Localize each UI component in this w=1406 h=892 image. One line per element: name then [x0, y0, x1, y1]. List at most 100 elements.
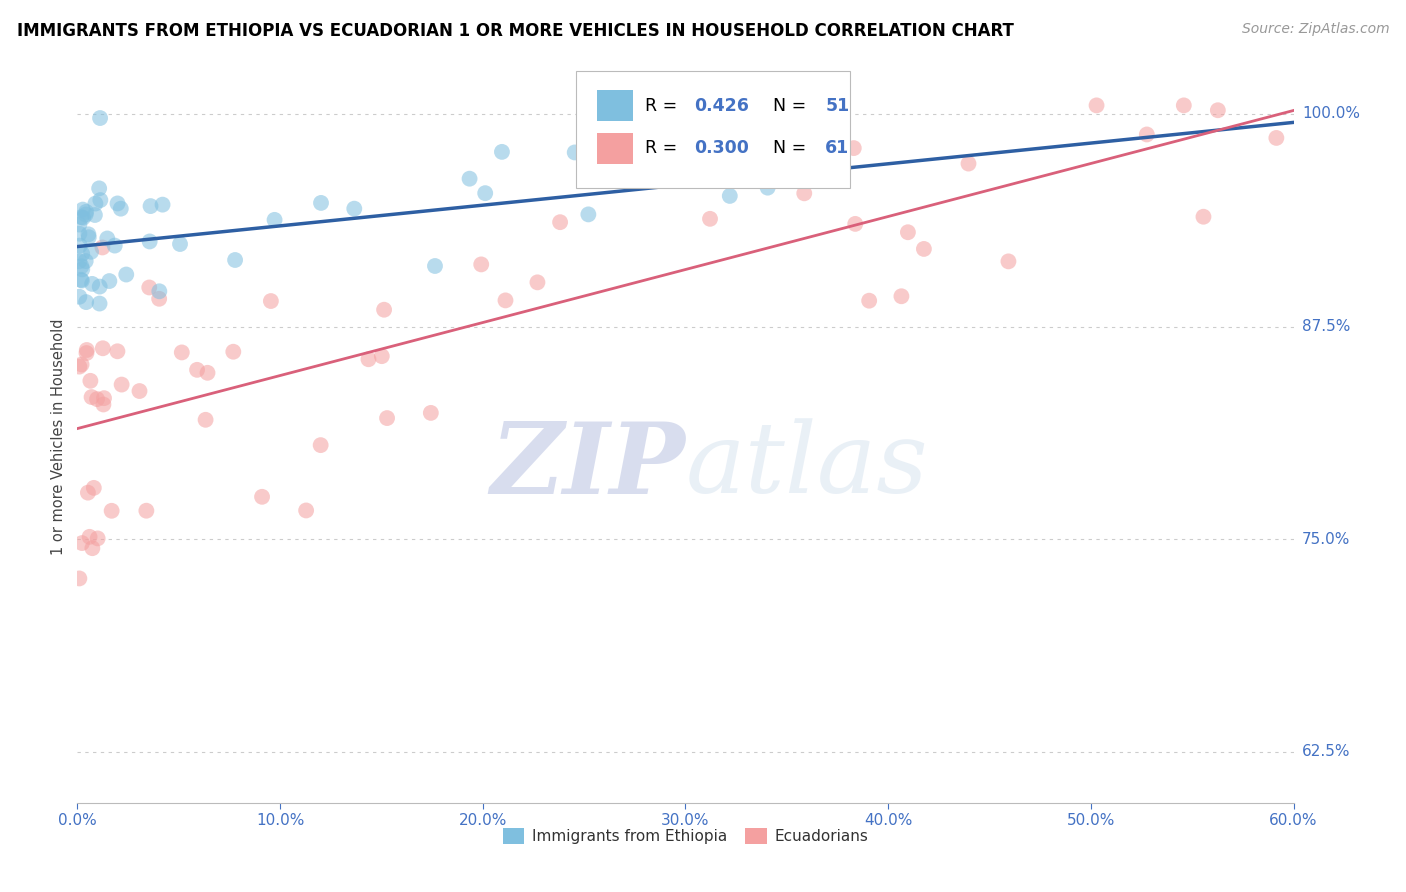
Point [70, 260, 93, 274]
Text: N =: N = [762, 96, 811, 115]
Legend: Immigrants from Ethiopia, Ecuadorians: Immigrants from Ethiopia, Ecuadorians [496, 822, 875, 850]
Point [148, 292, 170, 306]
Point [727, 112, 749, 127]
Point [1173, 98, 1195, 112]
Point [93, 397, 115, 411]
Text: N =: N = [762, 139, 811, 157]
Point [197, 366, 219, 380]
Point [250, 490, 273, 504]
Text: 0.300: 0.300 [695, 139, 749, 157]
Point [1085, 98, 1108, 112]
Point [699, 211, 721, 226]
Point [128, 384, 150, 398]
Point [75, 205, 97, 219]
Point [70, 273, 93, 287]
Point [139, 199, 162, 213]
Point [77, 227, 100, 242]
Point [957, 156, 980, 170]
Point [67, 218, 90, 232]
Point [75, 254, 97, 268]
Point [495, 293, 517, 308]
Point [72, 262, 94, 277]
Point [756, 180, 779, 194]
Point [1192, 210, 1215, 224]
Point [373, 302, 395, 317]
Point [77, 230, 100, 244]
Point [107, 344, 129, 359]
Point [1265, 131, 1288, 145]
Text: atlas: atlas [686, 418, 928, 514]
Point [526, 276, 548, 290]
Point [70, 247, 93, 261]
Point [263, 212, 285, 227]
Point [135, 504, 157, 518]
Point [89, 181, 111, 195]
Point [842, 141, 865, 155]
Point [69, 238, 91, 252]
Point [84, 196, 107, 211]
Point [96, 231, 118, 245]
FancyBboxPatch shape [576, 71, 849, 188]
Point [70, 358, 93, 372]
Point [576, 207, 599, 221]
Text: 62.5%: 62.5% [1302, 744, 1350, 759]
Text: 75.0%: 75.0% [1302, 532, 1350, 547]
Point [858, 293, 880, 308]
Point [1136, 128, 1159, 142]
Point [67, 571, 90, 585]
Point [77, 485, 100, 500]
Point [912, 242, 935, 256]
Point [110, 202, 132, 216]
Point [309, 195, 332, 210]
Point [83, 481, 105, 495]
Point [86, 392, 108, 406]
Point [67, 290, 90, 304]
Point [82, 541, 104, 556]
Point [295, 503, 318, 517]
Point [67, 254, 90, 268]
Text: 87.5%: 87.5% [1302, 319, 1350, 334]
Point [83, 208, 105, 222]
Text: R =: R = [645, 96, 683, 115]
Point [186, 363, 208, 377]
Y-axis label: 1 or more Vehicles in Household: 1 or more Vehicles in Household [51, 318, 66, 556]
Point [419, 406, 441, 420]
Point [72, 211, 94, 225]
Point [111, 377, 134, 392]
Point [458, 171, 481, 186]
Point [491, 145, 513, 159]
Point [474, 186, 496, 201]
Point [844, 217, 866, 231]
Point [86, 532, 108, 546]
Point [76, 343, 98, 357]
Text: 0.426: 0.426 [695, 96, 749, 115]
Point [89, 193, 111, 207]
Point [70, 210, 93, 224]
Text: 100.0%: 100.0% [1302, 106, 1360, 121]
Point [67, 359, 90, 374]
Point [1206, 103, 1229, 118]
Text: 51: 51 [825, 96, 849, 115]
Point [170, 345, 193, 359]
Point [89, 296, 111, 310]
Point [80, 244, 103, 259]
Point [470, 257, 492, 271]
Point [79, 530, 101, 544]
Point [224, 252, 246, 267]
Point [890, 289, 912, 303]
Point [75, 207, 97, 221]
Point [70, 274, 93, 288]
Point [357, 352, 380, 367]
Text: IMMIGRANTS FROM ETHIOPIA VS ECUADORIAN 1 OR MORE VEHICLES IN HOUSEHOLD CORRELATI: IMMIGRANTS FROM ETHIOPIA VS ECUADORIAN 1… [17, 22, 1014, 40]
Point [718, 189, 741, 203]
Point [548, 215, 571, 229]
Point [100, 504, 122, 518]
Point [72, 202, 94, 217]
Point [115, 268, 138, 282]
Point [309, 438, 332, 452]
Point [104, 238, 127, 252]
Point [91, 240, 114, 254]
Point [564, 145, 586, 160]
Point [75, 295, 97, 310]
Point [80, 390, 103, 404]
